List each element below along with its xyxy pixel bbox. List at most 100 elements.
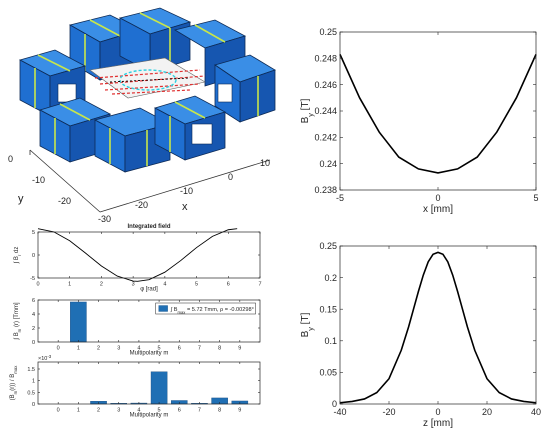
y-axis-label-3d: y [18, 193, 24, 205]
x-tick-label: 0 [57, 408, 60, 414]
legend-entry: ∫ Bmax = 5.72 Tmm, ρ = -0.00298° [170, 307, 254, 315]
y-tick-label: -5 [30, 276, 35, 282]
series-line [339, 251, 537, 404]
x-tick-label: 2 [97, 408, 100, 414]
x-tick-label: 6 [227, 282, 230, 288]
series-line [37, 228, 238, 282]
bar-m5 [150, 371, 168, 405]
y-tick-label: 0.05 [319, 368, 337, 378]
y-tick-1: -10 [32, 175, 45, 185]
magnet-3d-axes [29, 149, 271, 213]
y-tick-label: 0 [332, 399, 337, 409]
y-tick-label: 0.15 [319, 304, 337, 314]
bar-m1 [70, 301, 87, 343]
x-tick-label: 6 [178, 346, 181, 352]
x-tick-label: 2 [100, 282, 103, 288]
x-tick-label: 5 [158, 408, 161, 414]
x-tick-1: -20 [135, 200, 148, 210]
y-tick-label: 0.2 [324, 273, 337, 283]
x-tick-label: 5 [158, 346, 161, 352]
x-tick-3: 0 [228, 172, 233, 182]
x-tick-label: 5 [195, 282, 198, 288]
x-tick-label: 0 [57, 346, 60, 352]
x-tick-label: 7 [198, 346, 201, 352]
y-tick-2: -20 [58, 196, 71, 206]
x-tick-label: -40 [333, 407, 346, 417]
x-tick-label: 3 [117, 408, 120, 414]
x-tick-label: 4 [137, 408, 140, 414]
legend-swatch [158, 305, 168, 312]
plot-by-vs-x: -5 0 5 0.238 0.24 0.242 0.244 0.246 0.248 0.25 x [… [300, 27, 539, 215]
y-tick-label: 0.238 [314, 185, 337, 195]
x-tick-label: 40 [531, 407, 541, 417]
x-tick-label: 5 [533, 193, 538, 203]
x-tick-label: 0 [435, 407, 440, 417]
y-tick-label: 0.246 [314, 80, 337, 90]
x-tick-label: 8 [218, 346, 221, 352]
y-tick-label: 0.24 [319, 159, 337, 169]
x-tick-label: 2 [97, 346, 100, 352]
magnet-3d-view: 0 -10 -20 y -30 -20 -10 0 10 x [8, 7, 276, 224]
y-tick-label: 0 [32, 402, 35, 408]
x-tick-label: 0 [36, 282, 39, 288]
x-axis-label: Multipolarity m [130, 413, 169, 419]
x-tick-label: 7 [258, 282, 261, 288]
chart-title: Integrated field [127, 224, 170, 230]
x-axis-label: φ [rad] [140, 287, 158, 293]
x-tick-label: 1 [68, 282, 71, 288]
y-exponent-label: ×10-3 [38, 354, 52, 363]
x-axis-label: z [mm] [423, 418, 453, 429]
x-tick-label: 3 [132, 282, 135, 288]
y-axis-label: ∫ Bm (r) [Tmm] [13, 302, 22, 341]
y-tick-label: 0.242 [314, 132, 337, 142]
y-tick-label: 5 [32, 230, 35, 236]
y-axis-label: (Bm(r)) / Bmax [10, 365, 18, 401]
plot-multipoles-abs: 0 1 2 3 4 5 6 7 8 9 0 2 4 6 Multipolarity m ∫ Bm (r) [T… [13, 298, 261, 357]
x-tick-4: 10 [260, 158, 270, 168]
axes-box [37, 231, 261, 279]
x-axis-label-3d: x [182, 201, 188, 213]
x-tick-label: 3 [117, 346, 120, 352]
y-axis-label: ∫ Br dz [13, 247, 22, 265]
x-tick-label: -5 [336, 193, 344, 203]
x-tick-label: 7 [198, 408, 201, 414]
y-tick-label: 0.244 [314, 106, 337, 116]
plot-by-vs-z: -40 -20 0 20 40 0 0.05 0.1 0.15 0.2 0.25 z [mm] By [… [300, 241, 541, 429]
y-tick-label: 0.25 [319, 27, 337, 37]
y-tick-0: 0 [8, 154, 13, 164]
x-axis-label: x [mm] [423, 204, 453, 215]
legend-box [155, 302, 256, 315]
y-tick-label: 1 [32, 379, 35, 385]
x-tick-label: 8 [218, 408, 221, 414]
y-tick-label: 0.248 [314, 53, 337, 63]
y-tick-label: 2 [32, 326, 35, 332]
x-tick-label: 20 [482, 407, 492, 417]
plot-multipoles-rel: 0 1 2 3 4 5 6 7 8 9 0 0.5 1 1.5 Multipolarity m (Bm(r))… [10, 354, 261, 419]
y-tick-label: 4 [32, 312, 35, 318]
axes-box [339, 31, 537, 191]
axes-box [37, 361, 261, 405]
x-tick-label: 0 [435, 193, 440, 203]
y-tick-label: 0.25 [319, 241, 337, 251]
x-tick-label: 1 [77, 346, 80, 352]
x-axis-label: Multipolarity m [130, 351, 169, 357]
x-tick-label: -20 [382, 407, 395, 417]
x-tick-0: -30 [98, 214, 111, 224]
x-tick-label: 9 [238, 346, 241, 352]
x-tick-2: -10 [180, 186, 193, 196]
y-tick-label: 1.5 [27, 367, 35, 373]
axes-box [339, 245, 537, 405]
x-tick-label: 9 [238, 408, 241, 414]
y-tick-label: 0 [32, 340, 35, 346]
x-tick-label: 4 [163, 282, 166, 288]
y-tick-label: 6 [32, 298, 35, 304]
y-tick-label: 0.1 [324, 336, 337, 346]
magnet-blocks [18, 7, 276, 173]
series-line [339, 54, 537, 174]
y-tick-label: 0 [32, 253, 35, 259]
x-tick-label: 6 [178, 408, 181, 414]
x-tick-label: 4 [137, 346, 140, 352]
y-tick-label: 0.5 [27, 390, 35, 396]
